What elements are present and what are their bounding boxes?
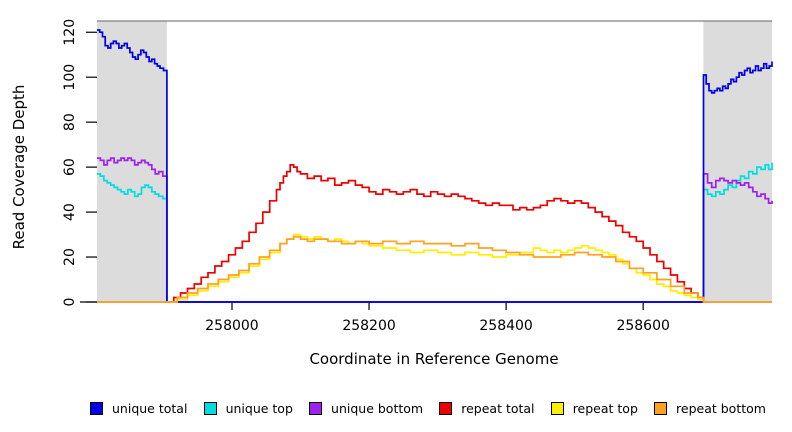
legend-label: unique total [112, 400, 188, 416]
y-axis-tick-label: 120 [62, 19, 78, 46]
legend-item-repeat-total: repeat total [439, 400, 535, 416]
legend-item-unique-bottom: unique bottom [309, 400, 424, 416]
legend-swatch-repeat-top [550, 401, 564, 415]
legend-label: repeat top [572, 400, 638, 416]
y-axis-tick-label: 20 [62, 248, 78, 266]
legend-item-unique-top: unique top [203, 400, 293, 416]
legend-swatch-unique-bottom [309, 401, 323, 415]
y-axis-tick-label: 60 [62, 158, 78, 176]
series-line-unique-top [97, 162, 773, 303]
series-line-unique-bottom [97, 157, 773, 303]
chart-series [97, 29, 773, 303]
x-axis-tick-label: 258600 [616, 318, 669, 334]
masked-region-right [703, 21, 772, 302]
y-axis-title: Read Coverage Depth [10, 85, 28, 250]
y-axis-tick-label: 80 [62, 113, 78, 131]
y-axis-tick-label: 0 [62, 298, 78, 307]
series-line-unique-total [97, 29, 773, 303]
legend-item-unique-total: unique total [90, 400, 188, 416]
legend-swatch-unique-top [203, 401, 217, 415]
legend-label: unique top [225, 400, 293, 416]
legend: unique total unique top unique bottom repea… [90, 400, 766, 416]
legend-swatch-unique-total [90, 401, 103, 415]
x-axis-title: Coordinate in Reference Genome [309, 350, 558, 368]
series-line-repeat-total [166, 164, 705, 303]
masked-region-left [97, 21, 167, 302]
legend-swatch-repeat-bottom [654, 401, 668, 415]
y-axis-tick-label: 40 [62, 203, 78, 221]
legend-item-repeat-bottom: repeat bottom [654, 400, 766, 416]
x-axis-tick-label: 258400 [479, 318, 532, 334]
legend-swatch-repeat-total [439, 401, 453, 415]
series-line-repeat-top [166, 233, 705, 303]
x-axis-tick-label: 258000 [205, 318, 258, 334]
legend-label: repeat bottom [676, 400, 766, 416]
legend-label: repeat total [461, 400, 535, 416]
x-axis-tick-label: 258200 [342, 318, 395, 334]
legend-item-repeat-top: repeat top [550, 400, 638, 416]
y-axis-tick-label: 100 [62, 64, 78, 91]
legend-label: unique bottom [331, 400, 424, 416]
series-line-repeat-bottom [97, 235, 772, 303]
masked-regions [97, 20, 772, 302]
